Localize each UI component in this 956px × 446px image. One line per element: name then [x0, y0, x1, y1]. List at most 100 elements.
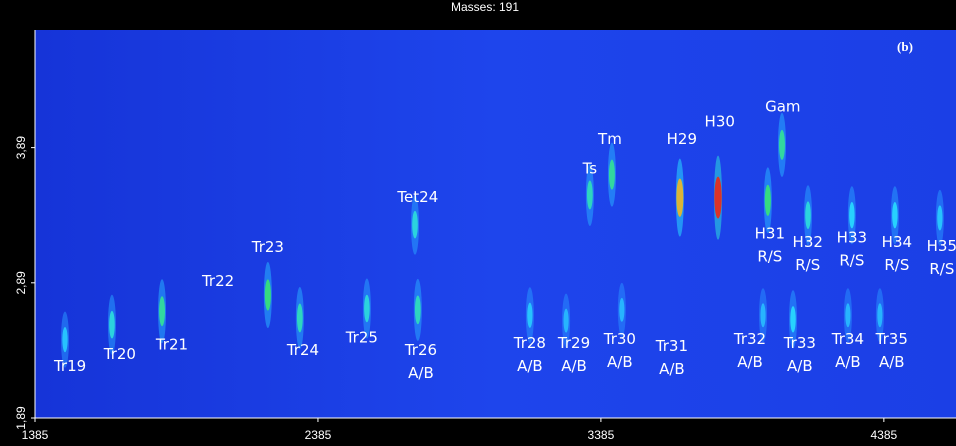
peak-core: [159, 296, 165, 327]
annotation: Tr34 A/B: [831, 330, 864, 371]
peak-core: [849, 202, 855, 229]
annotation: Tr20: [103, 345, 136, 363]
annotation-text: A/B: [408, 364, 434, 382]
annotation-text: A/B: [659, 360, 685, 378]
peak-core: [619, 297, 625, 322]
annotation: Tr24: [286, 341, 319, 359]
x-tick-label: 1385: [22, 428, 49, 442]
annotation: Tr21: [155, 335, 188, 353]
annotation: H34 R/S: [882, 233, 912, 274]
annotation: H29: [667, 130, 697, 148]
peak: [263, 261, 272, 328]
annotation-text: H29: [667, 130, 697, 148]
annotation-text: R/S: [757, 248, 782, 266]
peak: [763, 167, 772, 234]
peak: [777, 112, 786, 177]
header-bar: [0, 12, 956, 30]
annotation: Tm: [597, 130, 622, 148]
annotation: Tr30 A/B: [603, 330, 636, 371]
peak: [935, 189, 944, 246]
peak: [759, 288, 768, 343]
annotation-text: R/S: [839, 252, 864, 270]
annotation: Tr19: [53, 357, 86, 375]
peak-core: [264, 279, 271, 311]
peak-core: [364, 294, 370, 323]
annotation-text: Tr33: [783, 334, 816, 352]
annotation-text: H34: [882, 233, 912, 251]
plot-area: [35, 30, 956, 418]
annotation-text: Tet24: [396, 188, 438, 206]
annotation: Gam: [765, 98, 800, 116]
peak-core: [714, 176, 722, 219]
x-tick-label: 4385: [870, 428, 897, 442]
peak-core: [608, 159, 615, 190]
peak-core: [62, 326, 68, 353]
annotation-text: H31: [755, 225, 785, 243]
peak-core: [805, 201, 811, 230]
annotation: Tet24: [396, 188, 438, 206]
peak-core: [109, 310, 115, 339]
peak: [617, 282, 626, 337]
peak: [60, 311, 69, 368]
annotation-text: R/S: [929, 260, 954, 278]
annotation: Tr29 A/B: [557, 334, 590, 375]
annotation: Tr32 A/B: [733, 330, 766, 371]
peak-core: [937, 205, 943, 231]
annotation-text: A/B: [607, 353, 633, 371]
annotation: Ts: [582, 160, 598, 178]
annotation-text: Tr35: [875, 330, 908, 348]
peak: [804, 185, 813, 246]
peak-core: [412, 210, 418, 239]
annotation-text: Tr20: [103, 345, 136, 363]
peak: [411, 194, 420, 255]
annotation-text: Tr28: [513, 334, 546, 352]
annotation: Tr35 A/B: [875, 330, 908, 371]
peak: [714, 155, 723, 240]
annotation-text: Tr29: [557, 334, 590, 352]
annotation-text: H30: [705, 112, 735, 130]
peak: [585, 163, 594, 226]
peak: [675, 158, 684, 237]
annotation-text: Tr21: [155, 335, 188, 353]
annotation-text: H33: [837, 229, 867, 247]
peak: [525, 287, 534, 344]
peak-core: [845, 303, 851, 328]
y-tick-label: 2,89: [14, 271, 28, 295]
peak: [875, 288, 884, 343]
annotation: Tr31 A/B: [655, 337, 688, 378]
annotation: Tr23: [251, 238, 284, 256]
annotation: H32 R/S: [793, 233, 823, 274]
x-tick-label: 2385: [305, 428, 332, 442]
annotation: H31 R/S: [755, 225, 785, 266]
annotation-text: Tr22: [201, 272, 234, 290]
peak-core: [527, 302, 533, 328]
annotation-text: Tr30: [603, 330, 636, 348]
y-tick-label: 3,89: [14, 136, 28, 160]
peak-core: [892, 202, 898, 229]
peak-core: [779, 129, 785, 160]
annotation-text: Tr32: [733, 330, 766, 348]
annotation: H30: [705, 112, 735, 130]
peak-core: [563, 308, 569, 333]
peak-core: [586, 180, 593, 210]
annotation-text: A/B: [561, 357, 587, 375]
peak: [158, 279, 167, 344]
x-tick-label: 3385: [588, 428, 615, 442]
annotation: Tr33 A/B: [783, 334, 816, 375]
annotation: H35 R/S: [927, 237, 956, 278]
annotation-text: Tr24: [286, 341, 319, 359]
peak-core: [760, 303, 766, 328]
annotation-text: A/B: [517, 357, 543, 375]
peak: [607, 142, 616, 207]
annotation-text: H35: [927, 237, 956, 255]
annotation: Tr25: [345, 329, 378, 347]
annotation-text: A/B: [879, 353, 905, 371]
annotation-text: R/S: [884, 256, 909, 274]
peak: [362, 278, 371, 339]
peak: [107, 294, 116, 355]
peak-core: [877, 303, 883, 328]
peak-core: [296, 303, 303, 333]
annotation-text: A/B: [787, 357, 813, 375]
peak: [295, 286, 304, 349]
